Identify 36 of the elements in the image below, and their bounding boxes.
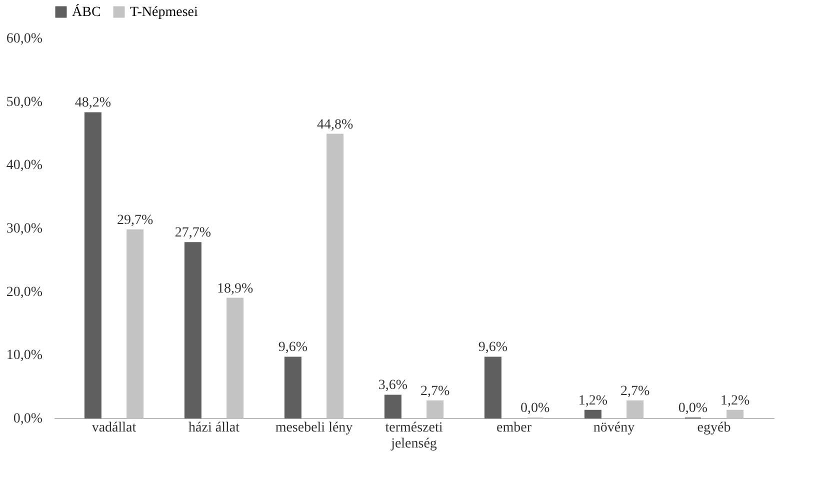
y-tick-label: 50,0% bbox=[6, 94, 43, 110]
data-label: 0,0% bbox=[678, 401, 708, 416]
y-tick-label: 10,0% bbox=[6, 348, 43, 364]
data-label: 9,6% bbox=[478, 340, 508, 356]
y-tick-label: 60,0% bbox=[6, 32, 43, 46]
x-tick-label: növény bbox=[593, 420, 635, 436]
bar bbox=[284, 356, 302, 418]
bar bbox=[84, 112, 102, 418]
data-label: 27,7% bbox=[174, 226, 212, 241]
data-label: 0,0% bbox=[520, 401, 550, 416]
bar bbox=[384, 394, 402, 418]
y-tick-label: 30,0% bbox=[6, 222, 43, 236]
x-tick-label: vadállat bbox=[92, 420, 136, 436]
x-tick-label: ember bbox=[496, 420, 532, 436]
data-label: 1,2% bbox=[720, 393, 750, 408]
data-label: 9,6% bbox=[278, 340, 308, 356]
x-tick-label: házi állat bbox=[188, 420, 240, 436]
data-label: 2,7% bbox=[620, 384, 650, 399]
data-label: 48,2% bbox=[74, 96, 112, 111]
legend-label: ÁBC bbox=[72, 3, 101, 20]
data-label: 3,6% bbox=[378, 378, 408, 394]
data-label: 44,8% bbox=[316, 117, 354, 132]
x-tick-label: egyéb bbox=[697, 420, 731, 436]
y-tick-label: 0,0% bbox=[13, 412, 43, 426]
x-tick-label: természeti jelenség bbox=[385, 420, 443, 452]
bar bbox=[584, 410, 602, 418]
data-label: 29,7% bbox=[116, 212, 154, 228]
bar bbox=[184, 242, 202, 418]
legend-label: T-Népmesei bbox=[130, 5, 198, 20]
x-tick-label: mesebeli lény bbox=[275, 420, 353, 436]
y-tick-label: 40,0% bbox=[6, 158, 43, 174]
data-label: 2,7% bbox=[420, 384, 450, 399]
data-label: 1,2% bbox=[578, 393, 608, 408]
y-tick-label: 20,0% bbox=[6, 284, 43, 300]
data-label: 18,9% bbox=[216, 281, 254, 296]
bar bbox=[484, 356, 502, 418]
